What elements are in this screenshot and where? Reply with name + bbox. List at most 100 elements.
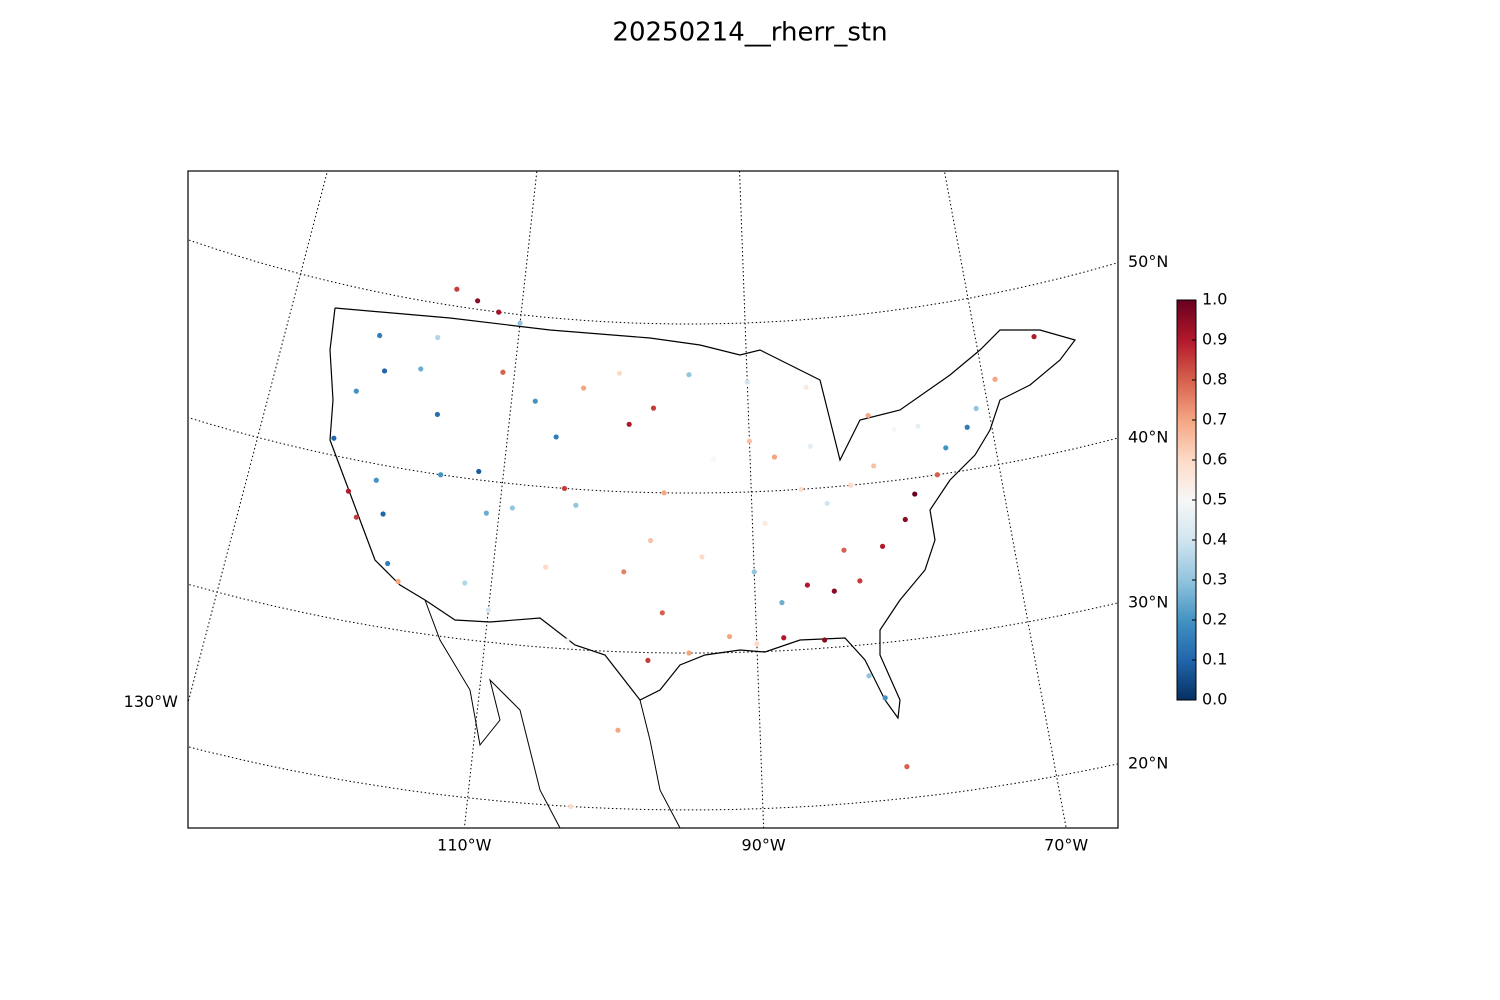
station-point (395, 578, 401, 585)
station-point (824, 500, 830, 507)
station-point (647, 537, 654, 544)
colorbar-tick-label: 0.9 (1202, 330, 1227, 349)
mexico-outline (424, 599, 561, 828)
station-point (621, 569, 627, 575)
colorbar-tick-label: 0.7 (1202, 410, 1227, 429)
station-point (543, 564, 549, 570)
meridian (188, 171, 329, 705)
station-point (804, 582, 811, 588)
x-tick-label: 130°W (124, 692, 179, 711)
station-point (904, 764, 910, 770)
station-point (882, 695, 888, 701)
station-point (462, 580, 468, 586)
station-point (475, 298, 481, 304)
colorbar-tick-label: 0.2 (1202, 610, 1227, 629)
station-point (553, 434, 559, 440)
us-outline (329, 307, 1077, 720)
mexico-gulf-coast (639, 699, 681, 828)
station-point (659, 610, 665, 616)
colorbar-tick-label: 0.1 (1202, 650, 1227, 669)
station-point (564, 638, 570, 644)
parallel (188, 239, 1118, 325)
station-point (385, 560, 391, 567)
station-point (331, 435, 337, 441)
station-point (803, 384, 809, 390)
colorbar-tick-label: 0.4 (1202, 530, 1227, 549)
station-point (831, 588, 837, 594)
station-point (744, 379, 750, 385)
station-point (435, 334, 441, 341)
station-point (496, 309, 502, 315)
station-point (483, 510, 489, 516)
y-tick-label: 30°N (1128, 592, 1168, 611)
y-tick-label: 50°N (1128, 252, 1168, 271)
station-point (822, 637, 828, 643)
station-point (573, 502, 579, 508)
station-point (377, 332, 383, 339)
station-point (581, 385, 587, 391)
station-point (710, 456, 717, 462)
station-point (381, 368, 388, 374)
station-point (353, 388, 359, 394)
station-point (865, 412, 871, 419)
station-point (517, 320, 523, 326)
station-point (626, 421, 632, 427)
station-point (964, 424, 970, 430)
station-point (866, 673, 872, 679)
station-point (857, 578, 863, 584)
station-point (532, 398, 538, 404)
station-point (476, 468, 482, 475)
station-point (781, 635, 787, 641)
x-tick-label: 70°W (1044, 836, 1088, 855)
station-point (500, 369, 506, 375)
station-point (616, 370, 623, 376)
station-point (418, 366, 424, 372)
chart-title: 20250214__rherr_stn (612, 18, 887, 48)
stations (331, 286, 1037, 810)
y-tick-label: 40°N (1128, 427, 1168, 446)
station-point (943, 445, 949, 451)
station-point (902, 516, 908, 523)
station-point (762, 520, 768, 526)
station-point (353, 514, 359, 520)
station-point (615, 727, 621, 733)
station-point (915, 423, 921, 429)
station-point (661, 490, 667, 496)
station-point (568, 803, 574, 810)
station-point (754, 641, 760, 647)
station-point (1031, 334, 1037, 340)
colorbar-tick-label: 0.0 (1202, 690, 1227, 709)
station-point (841, 547, 847, 553)
parallel (188, 416, 1118, 494)
station-point (771, 454, 778, 460)
y-tick-label: 20°N (1128, 753, 1168, 772)
station-point (779, 600, 785, 606)
colorbar-tick-label: 0.5 (1202, 490, 1227, 509)
colorbar-tick-label: 0.3 (1202, 570, 1227, 589)
map-frame (187, 170, 1119, 829)
station-point (879, 543, 886, 549)
x-tick-label: 110°W (437, 836, 492, 855)
station-point (912, 491, 918, 497)
x-tick-label: 90°W (742, 836, 786, 855)
station-point (973, 405, 979, 412)
station-point (699, 554, 705, 560)
colorbar-tick-label: 0.8 (1202, 370, 1227, 389)
station-point (485, 607, 492, 613)
parallel (188, 746, 1118, 811)
colorbar-tick-label: 0.6 (1202, 450, 1227, 469)
station-point (891, 426, 897, 433)
station-point (686, 650, 692, 656)
station-point (434, 411, 441, 418)
station-point (454, 286, 460, 292)
station-point (798, 486, 804, 492)
station-point (345, 488, 352, 494)
station-point (751, 569, 757, 575)
station-point (686, 372, 692, 378)
station-point (726, 633, 733, 640)
station-point (992, 376, 998, 382)
station-point (509, 505, 515, 511)
